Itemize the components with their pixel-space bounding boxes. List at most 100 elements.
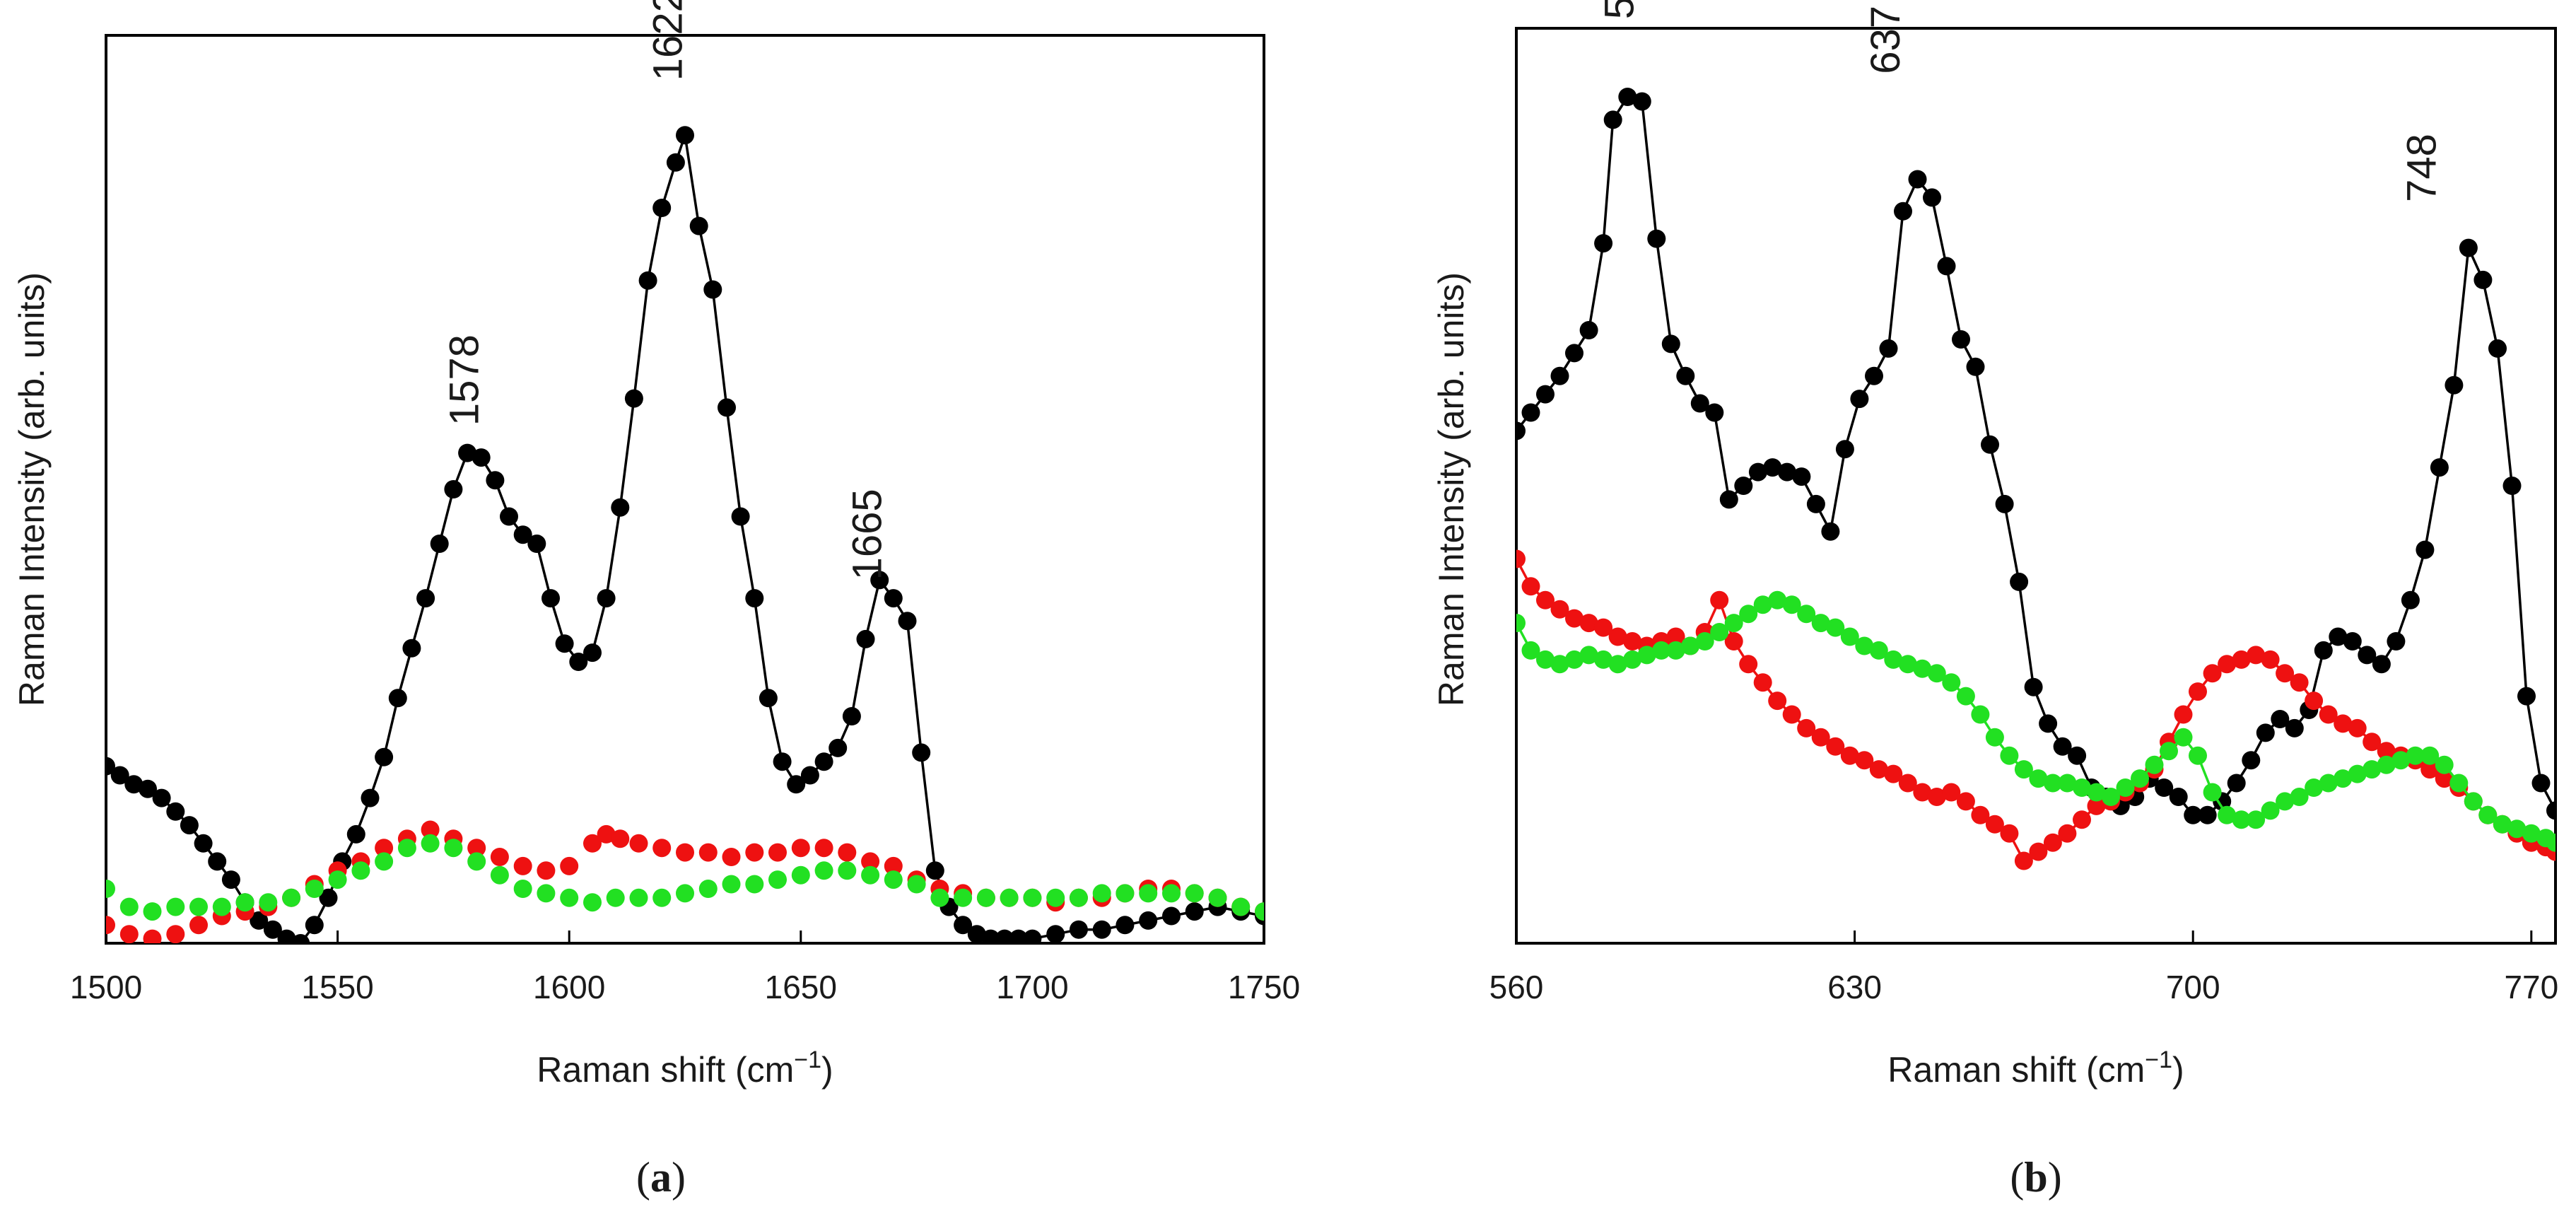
data-point-black xyxy=(569,653,588,671)
x-axis-title: Raman shift (cm−1) xyxy=(1887,1046,2184,1090)
data-point-black xyxy=(361,788,380,807)
data-point-green xyxy=(1826,618,1845,637)
peak-label: 1622 xyxy=(645,0,691,81)
x-tick-label: 770 xyxy=(2504,969,2558,1005)
data-point-black xyxy=(1565,344,1583,363)
data-point-green xyxy=(1956,687,1975,706)
x-axis-title-main: Raman shift (cm xyxy=(537,1050,794,1090)
plot-frame xyxy=(105,34,1265,945)
data-point-black xyxy=(1516,421,1526,441)
data-point-red xyxy=(768,843,787,862)
data-point-green xyxy=(2522,824,2541,843)
data-point-green xyxy=(1536,650,1555,669)
data-point-green xyxy=(189,897,208,916)
data-point-black xyxy=(1865,366,1883,385)
data-point-green xyxy=(2014,760,2033,779)
data-point-red xyxy=(2290,673,2309,692)
data-point-black xyxy=(1618,88,1637,106)
data-point-red xyxy=(560,856,579,875)
x-tick-label: 560 xyxy=(1489,969,1544,1005)
data-point-green xyxy=(861,865,880,885)
data-point-black xyxy=(1734,477,1753,495)
data-point-black xyxy=(1632,92,1651,111)
data-point-green xyxy=(2319,774,2338,793)
data-point-green xyxy=(397,839,416,858)
data-point-green xyxy=(560,888,579,907)
data-point-red xyxy=(2043,833,2062,852)
series-red-line xyxy=(1516,558,2555,863)
data-point-green xyxy=(2247,810,2266,829)
data-point-black xyxy=(1981,435,1999,454)
data-point-red xyxy=(2232,650,2251,669)
data-point-red xyxy=(1710,590,1729,609)
data-point-black xyxy=(995,929,1014,943)
data-point-black xyxy=(2401,590,2420,609)
plot-frame xyxy=(1515,27,2557,945)
data-point-green xyxy=(791,865,810,885)
data-point-green xyxy=(1985,728,2004,747)
data-point-black xyxy=(2473,270,2493,289)
data-point-green xyxy=(421,834,440,853)
data-point-green xyxy=(606,888,625,907)
data-point-red xyxy=(722,848,741,866)
data-point-black xyxy=(666,153,685,172)
data-point-red xyxy=(2348,718,2367,737)
data-point-red xyxy=(2420,760,2440,779)
data-point-green xyxy=(467,852,486,871)
data-point-green xyxy=(2189,746,2207,765)
peak-label: 637 xyxy=(1863,6,1909,74)
data-point-green xyxy=(1069,888,1088,907)
data-point-black xyxy=(1835,440,1854,459)
data-point-black xyxy=(1009,929,1028,943)
data-point-red xyxy=(597,824,616,844)
data-point-green xyxy=(1608,655,1627,674)
data-point-green xyxy=(1231,897,1251,916)
data-point-green xyxy=(1516,614,1526,633)
series-black-line xyxy=(1516,95,2555,817)
data-point-black xyxy=(444,480,463,498)
data-point-black xyxy=(967,925,986,943)
data-point-green xyxy=(1739,605,1758,624)
data-point-green xyxy=(2043,774,2062,793)
data-point-green xyxy=(2377,755,2396,774)
data-point-black xyxy=(472,448,491,467)
data-point-red xyxy=(2334,714,2353,733)
data-point-black xyxy=(2271,710,2290,728)
data-point-green xyxy=(1710,623,1729,641)
data-point-black xyxy=(583,643,602,663)
data-point-black xyxy=(1550,366,1569,385)
data-point-red xyxy=(1753,673,1772,692)
data-point-green xyxy=(1884,650,1903,669)
data-point-green xyxy=(1637,646,1656,665)
data-point-red xyxy=(189,916,208,935)
data-point-black xyxy=(1952,330,1970,349)
x-tick-label: 1600 xyxy=(533,969,605,1005)
data-point-black xyxy=(2314,641,2333,660)
data-point-black xyxy=(925,861,944,880)
data-point-green xyxy=(106,880,115,898)
panel-label-open: ( xyxy=(2010,1154,2024,1201)
data-point-black xyxy=(2053,737,2072,756)
data-point-green xyxy=(1855,636,1874,655)
data-point-black xyxy=(2488,339,2507,358)
data-point-black xyxy=(2329,627,2348,646)
data-point-green xyxy=(698,880,718,898)
data-point-red xyxy=(1942,783,1961,802)
data-point-black xyxy=(1995,494,2014,513)
data-point-green xyxy=(1139,884,1158,903)
peak-label: 582 xyxy=(1597,0,1643,19)
data-point-black xyxy=(856,629,875,648)
data-point-green xyxy=(930,888,949,907)
data-point-red xyxy=(1594,618,1613,637)
data-point-green xyxy=(1811,614,1830,633)
data-point-black xyxy=(2517,687,2536,706)
data-point-red xyxy=(698,843,718,862)
data-point-green xyxy=(1255,902,1264,921)
data-point-black xyxy=(2343,632,2362,650)
data-point-black xyxy=(773,752,792,771)
data-point-black xyxy=(388,689,407,708)
data-point-red xyxy=(1913,783,1932,802)
data-point-red xyxy=(2218,655,2237,674)
data-point-green xyxy=(1913,659,1932,678)
data-point-black xyxy=(814,752,833,771)
